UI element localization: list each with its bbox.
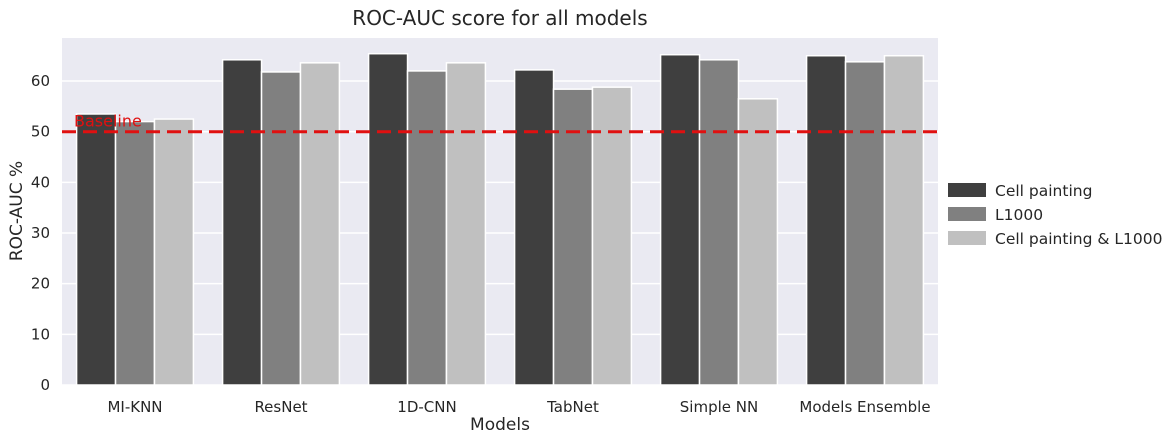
legend-label: Cell painting [995,182,1092,200]
bar [75,113,117,386]
y-axis-label: ROC-AUC % [7,161,27,261]
x-tick-label: Simple NN [680,398,758,416]
y-tick-label: 0 [40,376,50,394]
chart-title: ROC-AUC score for all models [352,6,647,30]
x-tick-label: Models Ensemble [799,398,930,416]
baseline-reference: Baseline [62,112,938,134]
bar [299,62,341,386]
bar [153,118,195,386]
bar [114,120,156,386]
y-tick-label: 60 [31,72,50,90]
x-tick-label: MI-KNN [107,398,162,416]
x-tick-label: ResNet [254,398,307,416]
x-axis-label: Models [470,415,530,432]
x-tick-label: TabNet [546,398,599,416]
bar [698,59,740,386]
bar [805,54,847,386]
legend-label: Cell painting & L1000 [995,230,1162,248]
legend-swatch [948,207,986,221]
bar [883,54,925,386]
y-tick-label: 40 [31,173,50,191]
y-tick-label: 20 [31,275,50,293]
bar [844,61,886,386]
baseline-label: Baseline [74,112,142,131]
y-gridlines [62,80,938,386]
y-tick-label: 50 [31,123,50,141]
bar [445,62,487,386]
bar [513,69,555,386]
bar [659,53,701,386]
bar [737,98,779,386]
y-tick-label: 10 [31,325,50,343]
bar [552,88,594,386]
legend-swatch [948,183,986,197]
x-tick-labels: MI-KNN ResNet 1D-CNN TabNet Simple NN Models … [107,398,930,416]
plot-area [62,38,938,385]
x-tick-label: 1D-CNN [397,398,456,416]
y-tick-label: 30 [31,224,50,242]
bar [591,86,633,386]
bar [406,70,448,386]
bars [75,52,925,386]
legend-label: L1000 [995,206,1043,224]
bar [260,71,302,386]
y-tick-labels: 0 10 20 30 40 50 60 [31,72,50,394]
legend-swatch [948,231,986,245]
bar [221,59,263,386]
bar [367,52,409,386]
legend: Cell painting L1000 Cell painting & L1000 [948,182,1162,248]
